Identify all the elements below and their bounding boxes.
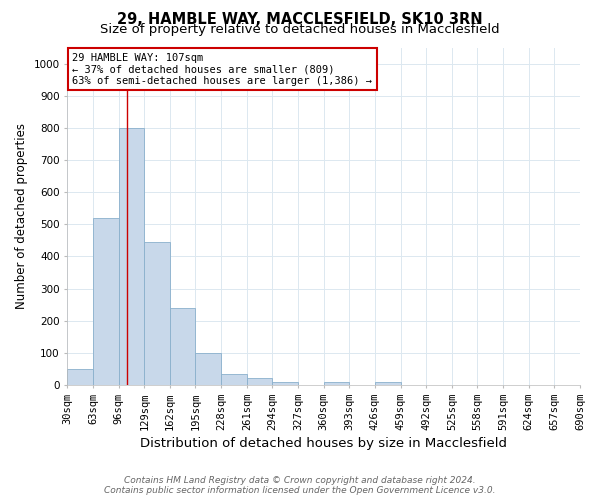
Bar — [247, 378, 272, 385]
Bar — [221, 374, 247, 385]
Bar — [375, 382, 401, 385]
Y-axis label: Number of detached properties: Number of detached properties — [15, 123, 28, 309]
Text: 29, HAMBLE WAY, MACCLESFIELD, SK10 3RN: 29, HAMBLE WAY, MACCLESFIELD, SK10 3RN — [117, 12, 483, 28]
Text: Size of property relative to detached houses in Macclesfield: Size of property relative to detached ho… — [100, 22, 500, 36]
Bar — [272, 382, 298, 385]
Bar — [323, 382, 349, 385]
Bar — [170, 308, 196, 385]
Bar — [196, 354, 221, 385]
Bar — [67, 369, 93, 385]
Bar — [119, 128, 144, 385]
X-axis label: Distribution of detached houses by size in Macclesfield: Distribution of detached houses by size … — [140, 437, 507, 450]
Text: 29 HAMBLE WAY: 107sqm
← 37% of detached houses are smaller (809)
63% of semi-det: 29 HAMBLE WAY: 107sqm ← 37% of detached … — [73, 52, 373, 86]
Bar — [144, 242, 170, 385]
Text: Contains HM Land Registry data © Crown copyright and database right 2024.
Contai: Contains HM Land Registry data © Crown c… — [104, 476, 496, 495]
Bar — [93, 218, 119, 385]
